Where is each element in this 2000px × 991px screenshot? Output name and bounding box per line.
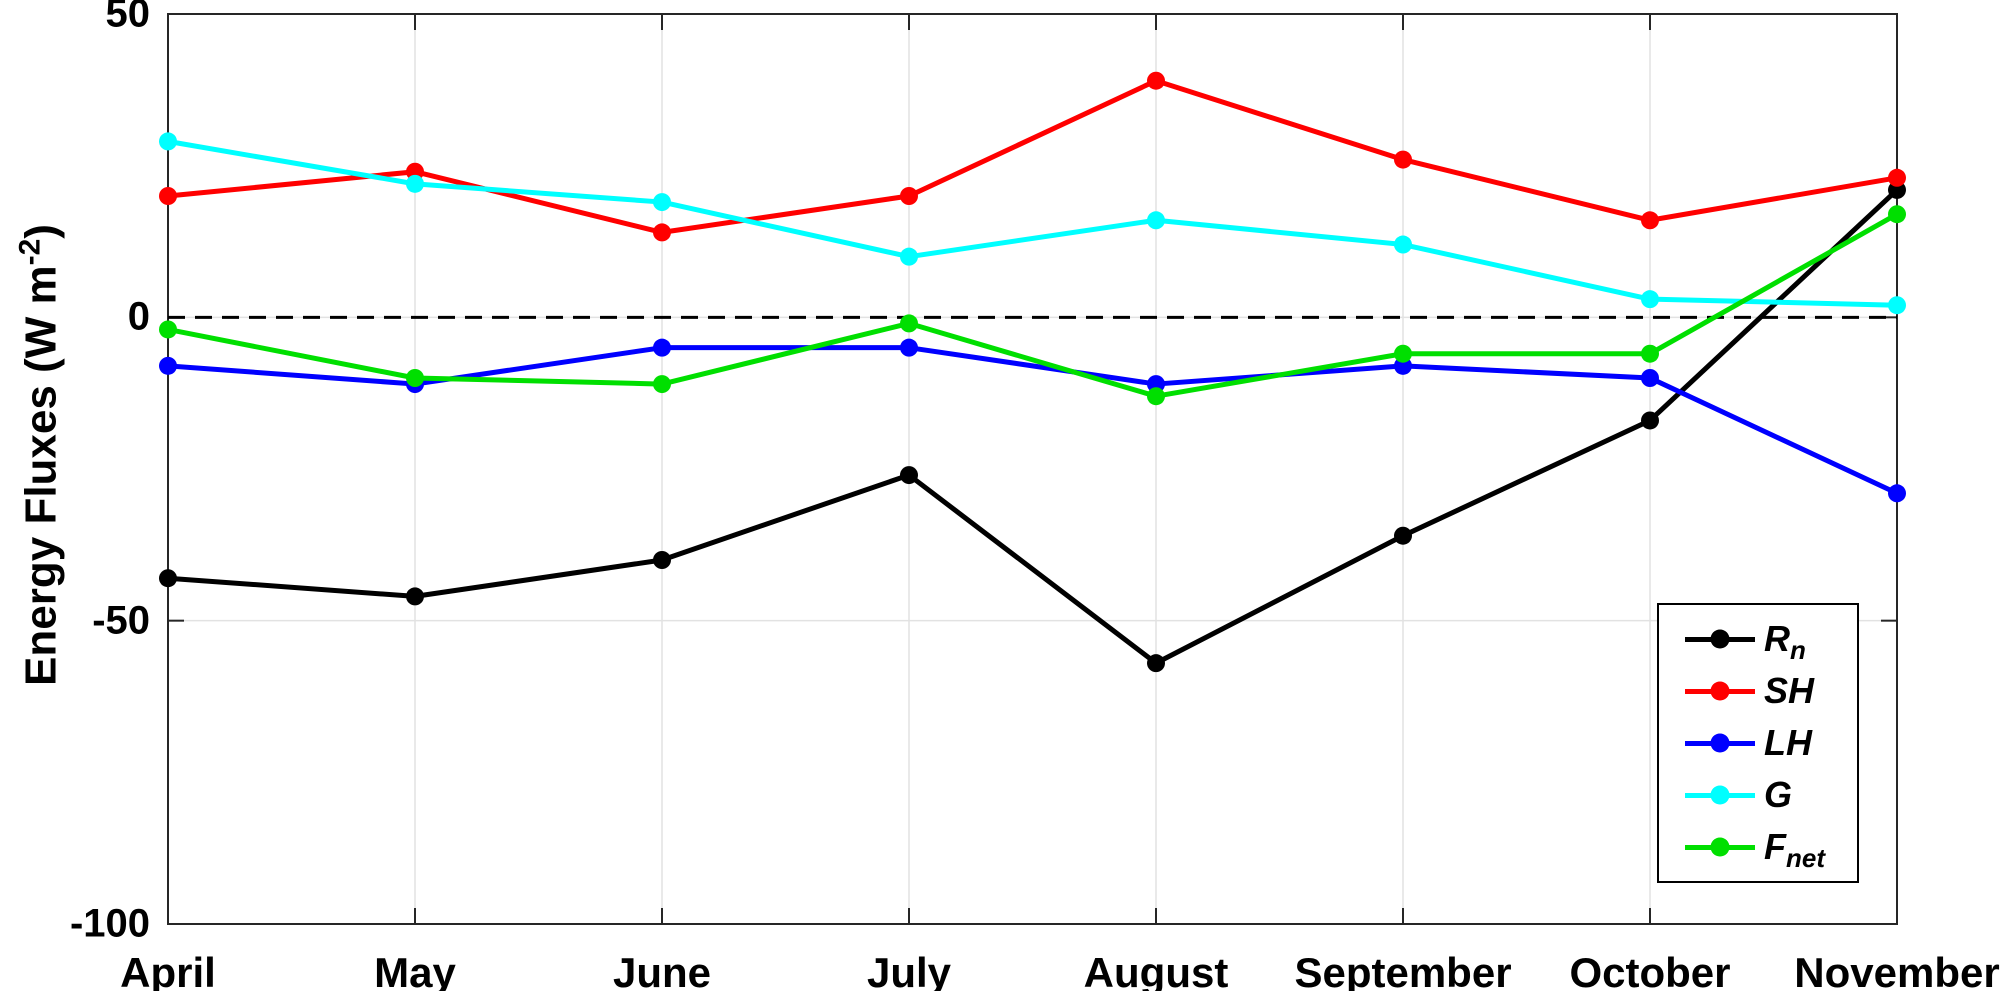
x-tick-label-april: April: [120, 949, 216, 991]
legend-line-marker-sh: [1685, 688, 1755, 694]
series-marker-g: [1147, 211, 1165, 230]
series-marker-g: [1394, 235, 1412, 254]
legend-entry-lh: LH: [1685, 725, 1853, 761]
x-tick-label-august: August: [1083, 949, 1229, 991]
legend-entry-rn: Rn: [1685, 618, 1853, 666]
series-line-g: [165, 138, 1900, 308]
y-tick-label-m100: -100: [69, 901, 150, 946]
series-marker-sh: [900, 187, 918, 205]
x-tick-label-june: June: [612, 949, 712, 991]
series-marker-lh: [653, 338, 671, 357]
series-marker-g: [900, 247, 918, 266]
series-marker-fnet: [1888, 205, 1906, 224]
series-marker-sh: [1394, 150, 1412, 169]
legend-line-marker-lh: [1685, 740, 1755, 746]
series-marker-lh: [900, 338, 918, 357]
series-marker-rn: [653, 551, 671, 569]
series-marker-fnet: [653, 375, 671, 394]
series-marker-rn: [1641, 411, 1659, 430]
x-tick-label-october: October: [1569, 949, 1731, 991]
series-marker-lh: [1641, 369, 1659, 387]
series-marker-fnet: [900, 314, 918, 333]
series-marker-lh: [159, 356, 177, 375]
y-axis-title-superscript: -2: [13, 238, 47, 266]
series-line-rn: [165, 187, 1900, 666]
series-marker-sh: [1147, 71, 1165, 90]
series-marker-fnet: [1394, 344, 1412, 363]
legend-line-marker-g: [1685, 792, 1755, 798]
y-tick-label-m50: -50: [92, 598, 150, 643]
x-tick-label-may: May: [374, 949, 456, 991]
series-marker-rn: [406, 587, 424, 606]
series-marker-rn: [1147, 654, 1165, 673]
plot-border: [167, 13, 1898, 925]
legend-entry-sh: SH: [1685, 673, 1853, 709]
series-marker-rn: [159, 569, 177, 588]
legend-label-sh: SH: [1764, 670, 1815, 711]
series-marker-fnet: [1641, 344, 1659, 363]
legend-label-g: G: [1764, 774, 1793, 815]
legend-label-rn: Rn: [1764, 618, 1806, 666]
legend-entry-fnet: Fnet: [1685, 826, 1853, 874]
series-marker-g: [1888, 296, 1906, 315]
y-tick-label-50: 50: [105, 0, 151, 36]
series-line-sh: [165, 78, 1900, 235]
series-marker-g: [653, 193, 671, 212]
y-tick-label-0: 0: [127, 294, 150, 339]
series-marker-sh: [1641, 211, 1659, 230]
series-line-lh: [165, 345, 1900, 496]
x-tick-label-september: September: [1294, 949, 1512, 991]
series-marker-g: [159, 132, 177, 151]
legend-box: Rn SH LH G Fnet: [1657, 603, 1859, 883]
x-tick-label-july: July: [866, 949, 952, 991]
series-marker-fnet: [1147, 387, 1165, 406]
series-marker-sh: [653, 223, 671, 242]
series-marker-fnet: [159, 320, 177, 339]
x-tick-label-november: November: [1794, 949, 2000, 991]
y-axis-title: Energy Fluxes (W m-2): [14, 224, 67, 686]
legend-label-fnet: Fnet: [1764, 826, 1825, 874]
series-marker-fnet: [406, 369, 424, 387]
series-marker-sh: [159, 187, 177, 205]
series-line-fnet: [165, 211, 1900, 399]
series-marker-rn: [1394, 526, 1412, 545]
legend-label-lh: LH: [1764, 722, 1812, 763]
series-marker-rn: [900, 466, 918, 485]
y-axis-title-suffix: ): [16, 224, 66, 239]
series-marker-lh: [1888, 484, 1906, 503]
legend-line-marker-fnet: [1685, 844, 1755, 850]
series-marker-sh: [1888, 168, 1906, 187]
series-marker-g: [406, 174, 424, 193]
y-axis-title-text: Energy Fluxes (W m: [16, 265, 66, 686]
legend-entry-g: G: [1685, 777, 1853, 813]
legend-line-marker-rn: [1685, 636, 1755, 642]
series-marker-g: [1641, 290, 1659, 309]
